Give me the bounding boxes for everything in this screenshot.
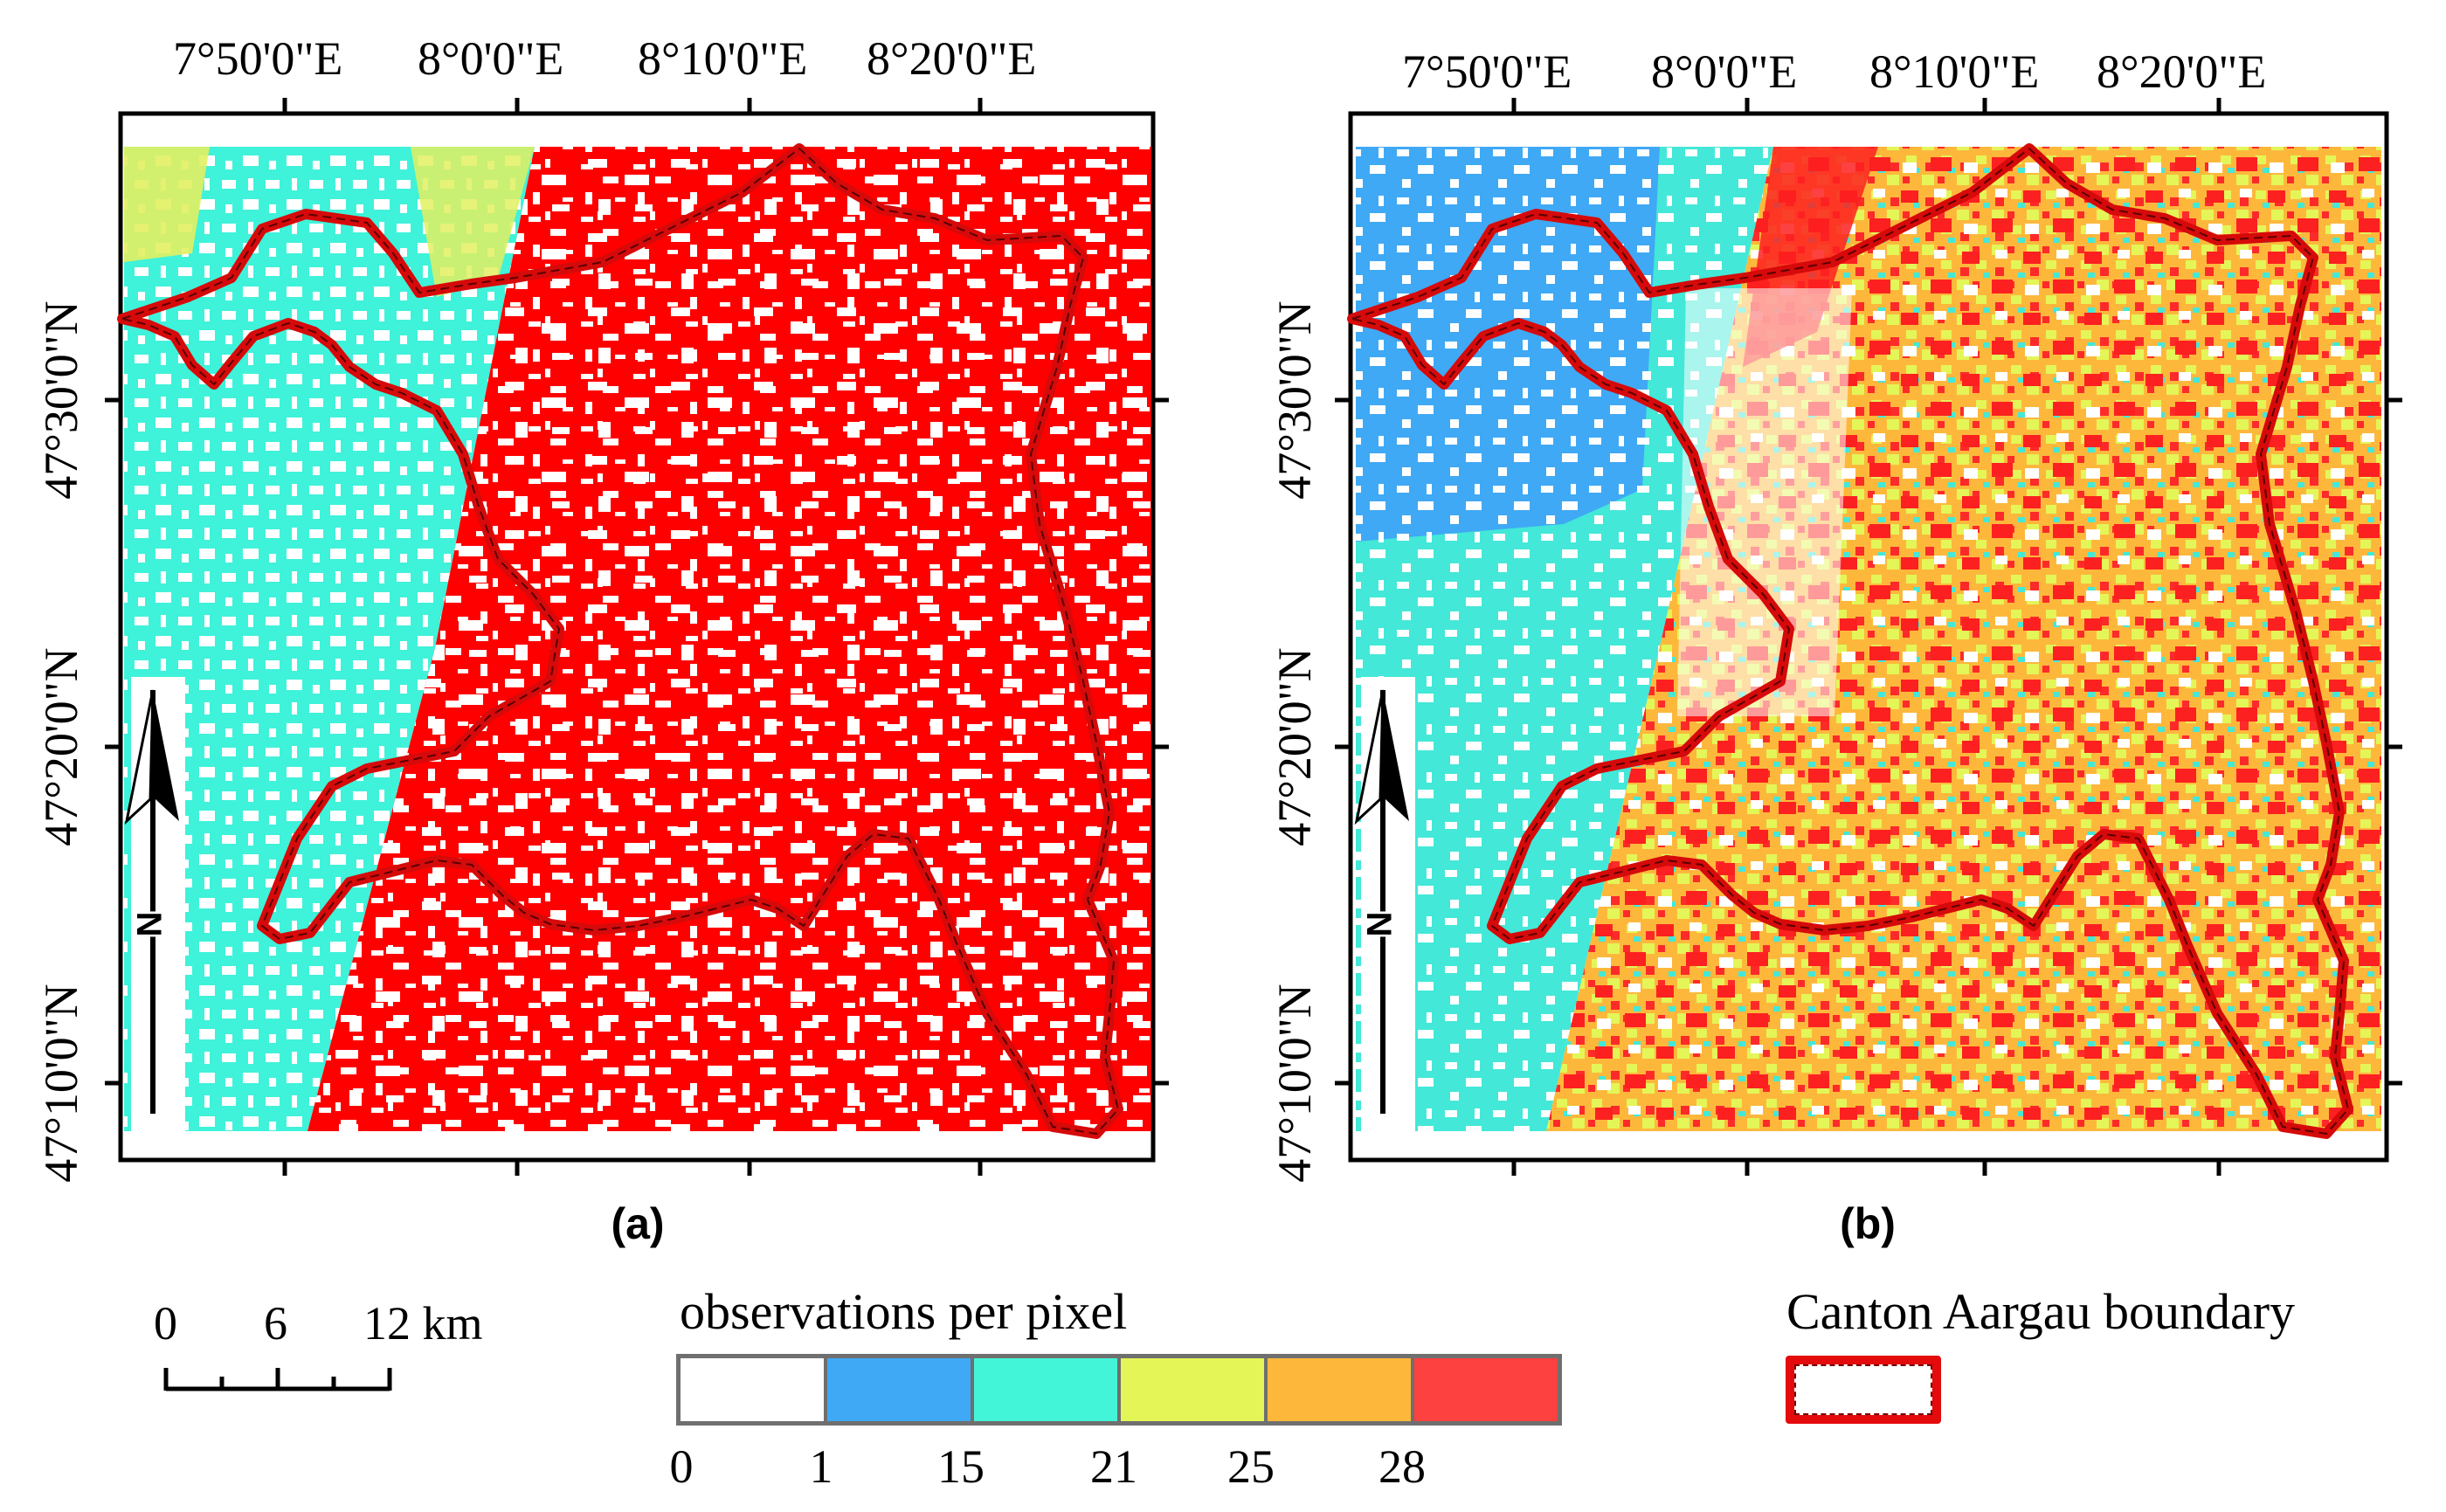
scale-label: 12 km	[363, 1297, 483, 1350]
legend-break-label: 0	[669, 1440, 694, 1493]
map-b-lon-label: 8°10'0"E	[1869, 45, 2040, 98]
boundary-legend-title: Canton Aargau boundary	[1786, 1283, 2296, 1340]
legend-title: observations per pixel	[680, 1283, 1128, 1340]
map-b-frame	[1335, 98, 2402, 1176]
map-b-panel-label: (b)	[1840, 1199, 1896, 1248]
legend-swatch	[827, 1358, 974, 1421]
legend-swatch	[1414, 1358, 1558, 1421]
map-b-lon-label: 8°20'0"E	[2097, 45, 2267, 98]
map-a-lon-label: 8°10'0"E	[638, 32, 808, 85]
legend-color-ramp	[676, 1354, 1562, 1426]
map-a-panel-label: (a)	[611, 1199, 665, 1248]
scale-label: 6	[264, 1297, 287, 1350]
map-a-lon-label: 8°0'0"E	[418, 32, 564, 85]
map-a-frame	[105, 98, 1169, 1176]
legend-swatch	[1121, 1358, 1268, 1421]
legend-break-label: 28	[1378, 1440, 1426, 1493]
map-b-lon-label: 7°50'0"E	[1402, 45, 1572, 98]
map-a-lon-label: 7°50'0"E	[173, 32, 343, 85]
legend-swatch	[1268, 1358, 1414, 1421]
legend-break-label: 25	[1227, 1440, 1275, 1493]
map-b-north-arrow-icon	[1354, 689, 1409, 1114]
boundary-legend-swatch	[1786, 1356, 1941, 1424]
scale-bar-line	[163, 1368, 392, 1391]
legend-swatch	[681, 1358, 827, 1421]
legend-swatch	[974, 1358, 1121, 1421]
scale-label: 0	[154, 1297, 177, 1350]
legend-break-label: 1	[809, 1440, 833, 1493]
map-a-lon-label: 8°20'0"E	[867, 32, 1037, 85]
map-a-north-arrow-icon	[124, 689, 179, 1114]
map-b-lon-label: 8°0'0"E	[1651, 45, 1798, 98]
legend-break-label: 21	[1090, 1440, 1137, 1493]
legend-break-label: 15	[937, 1440, 985, 1493]
map-b-north-label: N	[1360, 911, 1399, 937]
